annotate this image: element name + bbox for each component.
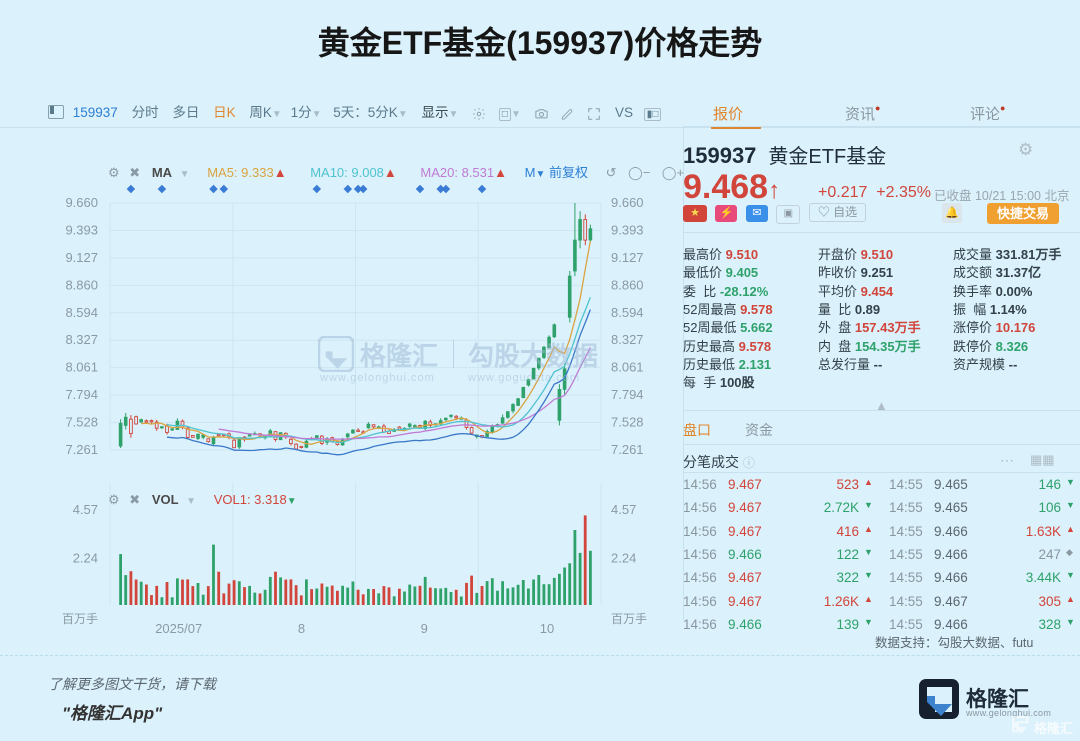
svg-text:9: 9	[421, 621, 428, 636]
svg-text:7.261: 7.261	[611, 442, 644, 457]
svg-text:7.528: 7.528	[611, 415, 644, 430]
svg-text:8.594: 8.594	[65, 305, 98, 320]
svg-text:9.127: 9.127	[611, 250, 644, 265]
svg-text:2025/07: 2025/07	[155, 621, 202, 636]
svg-text:9.660: 9.660	[611, 195, 644, 210]
svg-text:2.24: 2.24	[611, 550, 636, 565]
svg-text:7.261: 7.261	[65, 442, 98, 457]
svg-text:8.061: 8.061	[65, 360, 98, 375]
svg-text:10: 10	[540, 621, 554, 636]
svg-text:8.860: 8.860	[611, 277, 644, 292]
svg-text:8.860: 8.860	[65, 277, 98, 292]
svg-text:8.594: 8.594	[611, 305, 644, 320]
svg-text:8.327: 8.327	[611, 332, 644, 347]
svg-text:8.327: 8.327	[65, 332, 98, 347]
svg-text:9.127: 9.127	[65, 250, 98, 265]
svg-text:8: 8	[298, 621, 305, 636]
svg-text:4.57: 4.57	[73, 502, 98, 517]
svg-text:9.660: 9.660	[65, 195, 98, 210]
svg-text:7.794: 7.794	[611, 387, 644, 402]
svg-text:4.57: 4.57	[611, 502, 636, 517]
svg-text:9.393: 9.393	[65, 223, 98, 238]
svg-text:9.393: 9.393	[611, 223, 644, 238]
svg-text:7.794: 7.794	[65, 387, 98, 402]
svg-text:2.24: 2.24	[73, 550, 98, 565]
svg-text:8.061: 8.061	[611, 360, 644, 375]
svg-text:7.528: 7.528	[65, 415, 98, 430]
svg-text:百万手: 百万手	[62, 612, 98, 626]
svg-text:百万手: 百万手	[611, 612, 647, 626]
